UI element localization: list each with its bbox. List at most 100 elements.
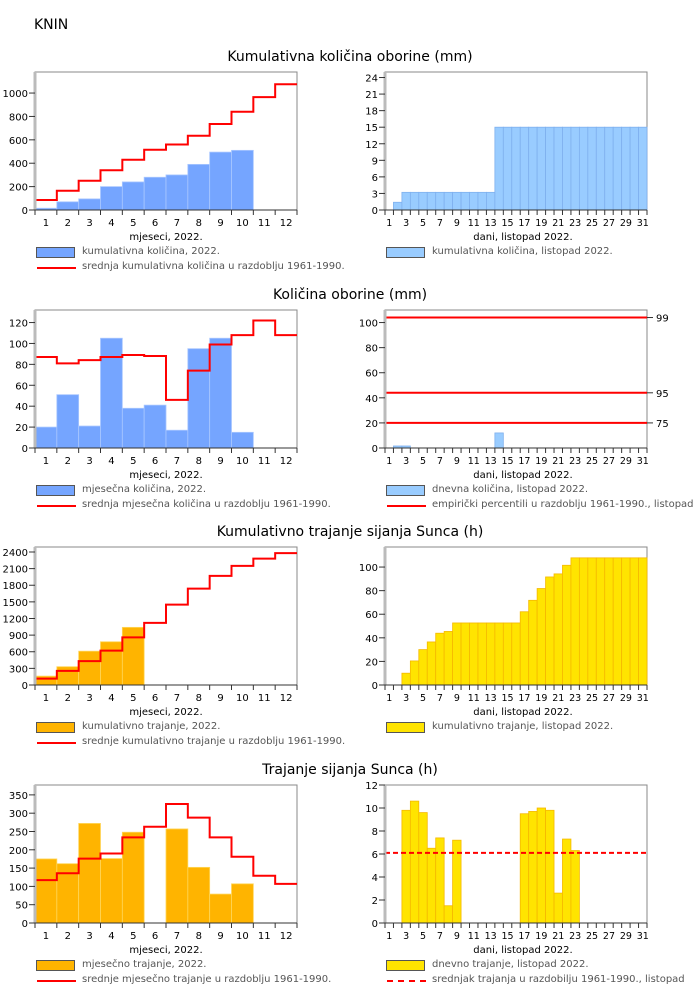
x-tick-label: 1 [386, 218, 392, 229]
legend-swatch [36, 485, 75, 496]
bar-4 [100, 337, 123, 449]
legend-swatch [36, 960, 75, 971]
x-axis-label: dani, listopad 2022. [473, 945, 572, 956]
bar-31 [638, 557, 648, 686]
y-tick-label: 40 [15, 402, 28, 413]
bar-1 [34, 675, 58, 686]
x-tick-label: 31 [637, 693, 649, 704]
y-tick-label: 60 [365, 369, 378, 380]
x-tick-label: 21 [552, 218, 564, 229]
x-tick-label: 5 [130, 931, 136, 942]
y-tick-label: 3 [372, 189, 378, 200]
x-tick-label: 3 [403, 931, 409, 942]
bar-3 [401, 809, 411, 924]
bar-25 [587, 557, 597, 686]
y-tick-label: 100 [9, 882, 28, 893]
x-tick-label: 7 [174, 931, 180, 942]
legend-swatch [386, 485, 425, 496]
y-tick-label: 4 [372, 873, 378, 884]
bar-6 [426, 191, 437, 211]
x-tick-label: 13 [485, 931, 497, 942]
legend: dnevna količina, listopad 2022. empirički… [386, 484, 700, 518]
bar-22 [562, 126, 572, 211]
legend-line-swatch [37, 267, 76, 269]
y-tick-label: 2100 [3, 565, 28, 576]
bar-8 [443, 191, 454, 211]
x-tick-label: 9 [217, 456, 223, 467]
y-tick-label: 900 [9, 631, 28, 642]
y-tick-label: 300 [9, 809, 28, 820]
y-tick-label: 0 [372, 444, 378, 455]
bar-8 [187, 348, 211, 449]
y-tick-label: 350 [9, 791, 28, 802]
bar-19 [536, 807, 546, 924]
step-line-0 [35, 803, 297, 885]
x-tick-label: 19 [535, 218, 547, 229]
x-tick-label: 3 [86, 218, 92, 229]
bar-26 [595, 126, 606, 211]
y-tick-label: 250 [9, 827, 28, 838]
step-line-0 [35, 83, 297, 202]
x-tick-label: 5 [420, 931, 426, 942]
bar-3 [401, 672, 411, 686]
x-tick-label: 12 [280, 218, 293, 229]
x-tick-label: 19 [535, 456, 547, 467]
legend-label: kumulativna količina, listopad 2022. [432, 246, 613, 257]
percentile-label: 95 [656, 389, 669, 400]
bar-14 [494, 432, 504, 449]
bar-21 [553, 573, 563, 686]
bar-7 [435, 632, 445, 686]
x-tick-label: 27 [603, 218, 615, 229]
y-tick-label: 0 [372, 919, 378, 930]
y-tick-label: 100 [9, 339, 28, 350]
y-tick-label: 12 [365, 140, 378, 151]
bar-9 [209, 337, 232, 449]
bar-5 [418, 191, 428, 211]
y-tick-label: 24 [365, 74, 378, 85]
bar-12 [477, 191, 487, 211]
bar-11 [469, 191, 479, 211]
x-tick-label: 19 [535, 931, 547, 942]
bar-15 [502, 126, 513, 211]
legend-swatch [386, 247, 425, 258]
y-tick-label: 2 [372, 896, 378, 907]
legend: kumulativno trajanje, 2022. srednje kumul… [36, 721, 356, 755]
x-tick-label: 3 [86, 456, 92, 467]
x-tick-label: 15 [502, 456, 514, 467]
x-tick-label: 27 [603, 693, 615, 704]
x-tick-label: 5 [130, 693, 136, 704]
section-title-cumulative-sunshine: Kumulativno trajanje sijanja Sunca (h) [216, 524, 484, 540]
y-tick-label: 40 [365, 634, 378, 645]
bar-6 [143, 404, 167, 449]
legend-label: srednje mjesečno trajanje u razdoblju 19… [82, 974, 332, 985]
y-tick-label: 0 [22, 444, 28, 455]
bar-7 [435, 191, 445, 211]
legend-line-swatch [37, 505, 76, 507]
y-tick-label: 100 [359, 563, 378, 574]
legend-label: kumulativna količina, 2022. [82, 246, 220, 257]
x-tick-label: 3 [86, 931, 92, 942]
bar-18 [528, 811, 538, 924]
bar-26 [595, 557, 606, 686]
x-tick-label: 25 [586, 931, 598, 942]
x-tick-label: 29 [620, 456, 632, 467]
bar-3 [78, 198, 101, 211]
x-tick-label: 9 [454, 456, 460, 467]
x-tick-label: 9 [454, 218, 460, 229]
x-tick-label: 15 [502, 218, 514, 229]
x-tick-label: 12 [280, 693, 293, 704]
legend-line-swatch [37, 742, 76, 744]
bar-20 [545, 576, 555, 686]
bar-13 [486, 622, 496, 686]
x-tick-label: 5 [420, 218, 426, 229]
bar-28 [612, 557, 623, 686]
x-tick-label: 31 [637, 218, 649, 229]
x-tick-label: 4 [108, 456, 114, 467]
percentile-label: 75 [656, 419, 669, 430]
x-tick-label: 11 [258, 931, 271, 942]
x-tick-label: 2 [65, 931, 71, 942]
